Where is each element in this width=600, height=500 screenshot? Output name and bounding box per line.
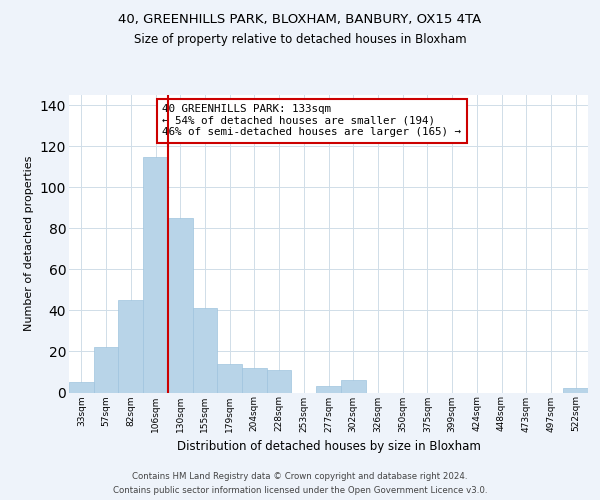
Text: 40, GREENHILLS PARK, BLOXHAM, BANBURY, OX15 4TA: 40, GREENHILLS PARK, BLOXHAM, BANBURY, O… xyxy=(118,12,482,26)
Bar xyxy=(217,364,242,392)
Bar xyxy=(69,382,94,392)
Bar xyxy=(267,370,292,392)
Text: Contains HM Land Registry data © Crown copyright and database right 2024.: Contains HM Land Registry data © Crown c… xyxy=(132,472,468,481)
Bar xyxy=(193,308,217,392)
Y-axis label: Number of detached properties: Number of detached properties xyxy=(24,156,34,332)
Bar xyxy=(94,348,118,393)
Bar xyxy=(242,368,267,392)
Bar xyxy=(316,386,341,392)
X-axis label: Distribution of detached houses by size in Bloxham: Distribution of detached houses by size … xyxy=(176,440,481,453)
Bar xyxy=(341,380,365,392)
Text: 40 GREENHILLS PARK: 133sqm
← 54% of detached houses are smaller (194)
46% of sem: 40 GREENHILLS PARK: 133sqm ← 54% of deta… xyxy=(163,104,461,137)
Text: Contains public sector information licensed under the Open Government Licence v3: Contains public sector information licen… xyxy=(113,486,487,495)
Bar xyxy=(118,300,143,392)
Bar xyxy=(143,156,168,392)
Text: Size of property relative to detached houses in Bloxham: Size of property relative to detached ho… xyxy=(134,32,466,46)
Bar xyxy=(563,388,588,392)
Bar xyxy=(168,218,193,392)
